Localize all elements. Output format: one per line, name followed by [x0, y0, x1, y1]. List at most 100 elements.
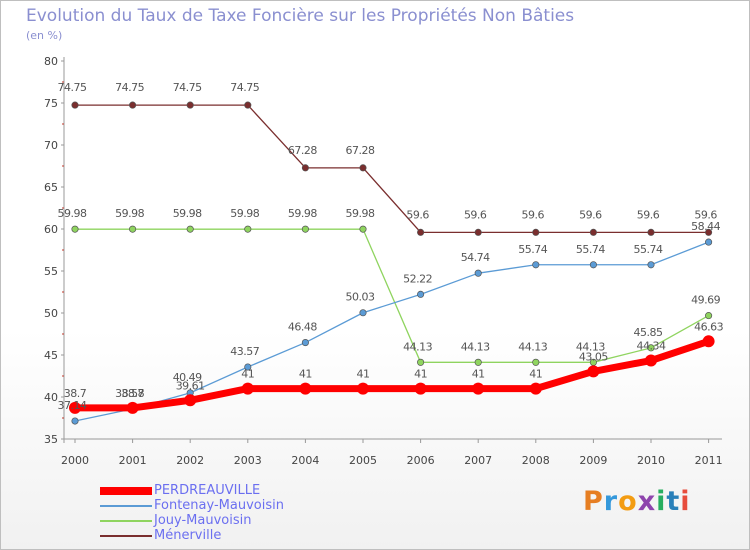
data-point-fontenay-mauvoisin: [244, 363, 252, 371]
data-label-jouy-mauvoisin: 59.98: [346, 207, 375, 220]
data-label-fontenay-mauvoisin: 55.74: [576, 243, 605, 256]
data-point-perdreauville: [357, 382, 369, 395]
data-point-menerville: [129, 101, 137, 109]
data-label-jouy-mauvoisin: 49.69: [691, 294, 720, 307]
data-label-perdreauville: 39.61: [176, 379, 205, 392]
data-point-menerville: [417, 228, 425, 236]
data-label-jouy-mauvoisin: 59.98: [115, 207, 144, 220]
x-tick-label: 2000: [61, 454, 89, 467]
data-point-jouy-mauvoisin: [532, 358, 540, 366]
data-label-menerville: 67.28: [346, 144, 375, 157]
data-label-fontenay-mauvoisin: 50.03: [346, 291, 375, 304]
x-tick-label: 2006: [407, 454, 435, 467]
y-tick-label: 65: [44, 181, 58, 194]
x-tick-label: 2007: [464, 454, 492, 467]
data-label-jouy-mauvoisin: 59.98: [288, 207, 317, 220]
x-tick-label: 2001: [119, 454, 147, 467]
data-label-menerville: 74.75: [173, 81, 202, 94]
data-point-menerville: [532, 228, 540, 236]
data-point-fontenay-mauvoisin: [705, 238, 713, 246]
data-point-perdreauville: [126, 401, 139, 414]
legend-swatch: [100, 505, 152, 507]
data-point-jouy-mauvoisin: [301, 225, 309, 233]
y-tick-label: 70: [44, 139, 58, 152]
data-label-perdreauville: 44.34: [637, 340, 666, 353]
data-label-jouy-mauvoisin: 59.98: [230, 207, 259, 220]
data-label-menerville: 59.6: [637, 208, 660, 221]
logo-letter: o: [618, 486, 638, 517]
data-label-fontenay-mauvoisin: 37.14: [58, 399, 87, 412]
logo-letter: x: [637, 486, 657, 517]
y-tick-label: 45: [44, 349, 58, 362]
y-tick-label: 40: [44, 391, 58, 404]
chart-title: Evolution du Taux de Taxe Foncière sur l…: [26, 6, 575, 26]
data-point-jouy-mauvoisin: [359, 225, 367, 233]
logo-letter: P: [583, 486, 604, 517]
y-tick-label: 35: [44, 433, 58, 446]
legend-label: Jouy-Mauvoisin: [154, 513, 252, 528]
data-point-jouy-mauvoisin: [244, 225, 252, 233]
data-point-jouy-mauvoisin: [186, 225, 194, 233]
data-label-menerville: 74.75: [115, 81, 144, 94]
y-tick-label: 75: [44, 97, 58, 110]
y-tick-label: 50: [44, 307, 58, 320]
legend-label: Fontenay-Mauvoisin: [154, 498, 284, 513]
data-label-menerville: 59.6: [522, 208, 545, 221]
data-point-jouy-mauvoisin: [129, 225, 137, 233]
x-tick-label: 2008: [522, 454, 550, 467]
data-point-perdreauville: [472, 382, 485, 395]
data-label-jouy-mauvoisin: 59.98: [58, 207, 87, 220]
data-point-fontenay-mauvoisin: [359, 309, 367, 317]
chart-subtitle: (en %): [26, 29, 63, 42]
data-point-jouy-mauvoisin: [474, 358, 482, 366]
data-point-jouy-mauvoisin: [71, 225, 79, 233]
data-label-fontenay-mauvoisin: 55.74: [634, 243, 663, 256]
data-label-menerville: 59.6: [694, 208, 717, 221]
data-label-fontenay-mauvoisin: 55.74: [518, 243, 547, 256]
x-tick-label: 2009: [579, 454, 607, 467]
data-point-fontenay-mauvoisin: [301, 339, 309, 347]
data-point-menerville: [474, 228, 482, 236]
data-label-menerville: 59.6: [406, 208, 429, 221]
legend-swatch: [100, 535, 152, 537]
data-point-fontenay-mauvoisin: [532, 261, 540, 269]
x-tick-label: 2011: [695, 454, 723, 467]
data-label-perdreauville: 41: [357, 368, 370, 381]
series-layer: [69, 101, 715, 425]
data-point-menerville: [71, 101, 79, 109]
y-tick-label: 55: [44, 265, 58, 278]
data-point-perdreauville: [184, 394, 197, 407]
logo-letter: i: [656, 486, 667, 517]
data-label-jouy-mauvoisin: 44.13: [461, 340, 490, 353]
data-point-fontenay-mauvoisin: [417, 290, 425, 298]
data-point-fontenay-mauvoisin: [474, 269, 482, 277]
data-label-jouy-mauvoisin: 44.13: [576, 340, 605, 353]
data-point-menerville: [647, 228, 655, 236]
series-line-menerville: [74, 104, 710, 234]
data-label-perdreauville: 43.05: [579, 350, 608, 363]
data-label-jouy-mauvoisin: 44.13: [518, 340, 547, 353]
data-label-fontenay-mauvoisin: 52.22: [403, 272, 432, 285]
data-label-fontenay-mauvoisin: 58.44: [691, 220, 720, 233]
data-label-jouy-mauvoisin: 59.98: [173, 207, 202, 220]
data-label-fontenay-mauvoisin: 40.49: [173, 371, 202, 384]
data-label-fontenay-mauvoisin: 43.57: [230, 345, 259, 358]
data-point-menerville: [589, 228, 597, 236]
data-label-perdreauville: 46.63: [694, 320, 723, 333]
y-tick-label: 80: [44, 55, 58, 68]
data-point-perdreauville: [414, 382, 427, 395]
logo-letter: r: [603, 486, 619, 517]
data-label-perdreauville: 41: [299, 368, 312, 381]
data-point-jouy-mauvoisin: [705, 312, 713, 320]
data-label-perdreauville: 38.7: [121, 387, 144, 400]
data-label-jouy-mauvoisin: 45.85: [634, 326, 663, 339]
data-point-perdreauville: [702, 335, 715, 348]
series-line-perdreauville: [71, 337, 713, 412]
data-label-menerville: 67.28: [288, 144, 317, 157]
data-label-menerville: 59.6: [464, 208, 487, 221]
data-label-perdreauville: 38.7: [64, 387, 87, 400]
x-tick-label: 2004: [291, 454, 319, 467]
data-point-menerville: [705, 228, 713, 236]
